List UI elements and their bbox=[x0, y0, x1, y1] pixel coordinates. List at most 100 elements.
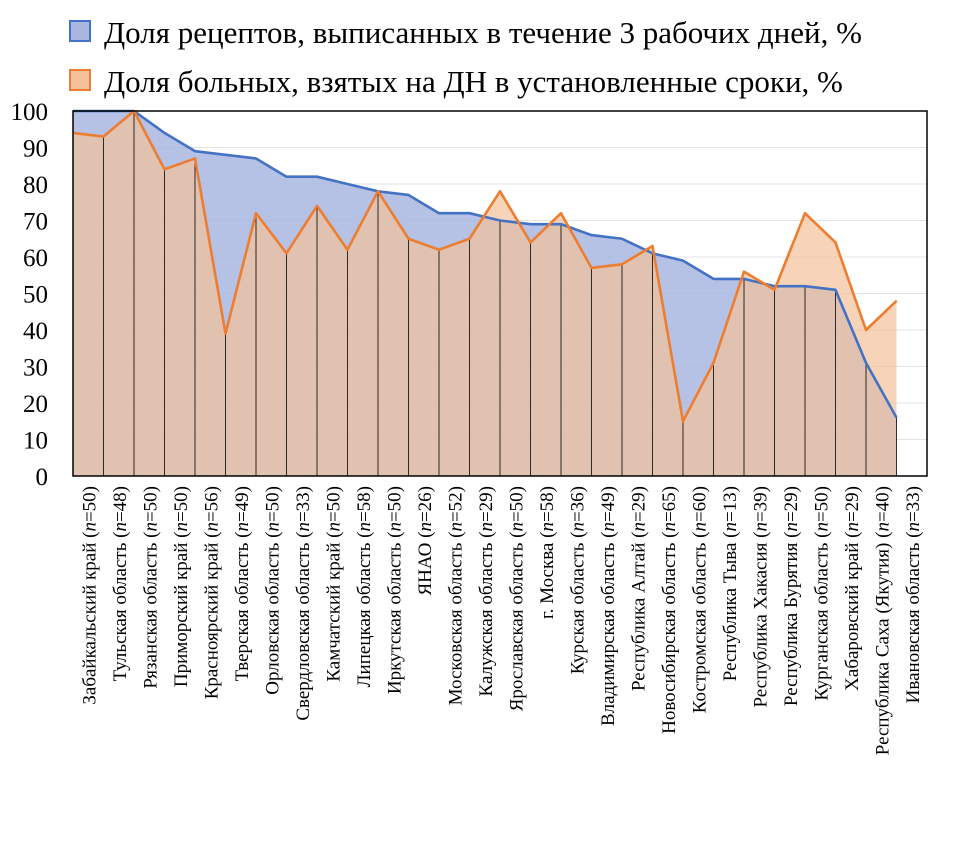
point-dispensary bbox=[652, 245, 653, 247]
y-tick-label: 30 bbox=[23, 355, 48, 382]
point-prescriptions bbox=[804, 285, 806, 287]
point-prescriptions bbox=[225, 154, 226, 156]
point-prescriptions bbox=[682, 260, 684, 262]
legend: Доля рецептов, выписанных в течение 3 ра… bbox=[69, 15, 862, 99]
y-tick-label: 40 bbox=[23, 318, 48, 345]
point-prescriptions bbox=[713, 278, 714, 280]
x-tick-label: Орловская область (n=50) bbox=[262, 486, 283, 695]
y-tick-label: 100 bbox=[11, 99, 49, 126]
point-prescriptions bbox=[408, 194, 409, 196]
point-prescriptions bbox=[194, 150, 196, 152]
x-tick-label: Камчатский край (n=50) bbox=[323, 486, 344, 682]
point-dispensary bbox=[743, 271, 745, 273]
x-tick-label: Иркутская область (n=50) bbox=[384, 486, 405, 694]
point-prescriptions bbox=[743, 278, 745, 280]
y-tick-label: 60 bbox=[23, 245, 48, 272]
point-dispensary bbox=[682, 420, 684, 422]
y-tick-label: 50 bbox=[23, 282, 48, 309]
x-tick-label: Рязанская область (n=50) bbox=[140, 486, 161, 689]
x-axis-ticks: Забайкальский край (n=50) Тульская област… bbox=[79, 486, 924, 755]
x-tick-label: Калужская область (n=29) bbox=[476, 486, 497, 696]
point-prescriptions bbox=[164, 132, 165, 134]
legend-label-dispensary: Доля больных, взятых на ДН в установленн… bbox=[104, 64, 843, 99]
point-dispensary bbox=[865, 329, 867, 331]
point-prescriptions bbox=[591, 234, 592, 236]
point-dispensary bbox=[194, 157, 196, 159]
x-tick-label: Хабаровский край (n=29) bbox=[842, 486, 863, 691]
x-tick-label: Республика Хакасия (n=39) bbox=[750, 486, 771, 708]
point-dispensary bbox=[164, 168, 165, 170]
point-dispensary bbox=[103, 136, 104, 138]
point-dispensary bbox=[438, 249, 440, 251]
x-tick-label: Красноярский край (n=56) bbox=[201, 486, 222, 699]
point-dispensary bbox=[377, 190, 379, 192]
x-tick-label: Тверская область (n=49) bbox=[232, 486, 253, 681]
point-dispensary bbox=[621, 263, 623, 265]
line-dispensary bbox=[72, 109, 898, 423]
x-tick-label: Ивановская область (n=33) bbox=[903, 486, 924, 703]
x-tick-label: Тульская область (n=48) bbox=[110, 486, 131, 681]
x-tick-label: Республика Тыва (n=13) bbox=[720, 486, 741, 681]
legend-swatch-dispensary bbox=[69, 69, 91, 91]
x-tick-label: Курганская область (n=50) bbox=[811, 486, 832, 701]
point-dispensary bbox=[896, 300, 897, 302]
x-tick-label: Республика Бурятия (n=29) bbox=[781, 486, 802, 706]
y-tick-label: 10 bbox=[23, 428, 48, 455]
point-prescriptions bbox=[255, 157, 257, 159]
x-tick-label: Республика Саха (Якутия) (n=40) bbox=[872, 486, 893, 755]
point-prescriptions bbox=[865, 362, 867, 364]
point-prescriptions bbox=[560, 223, 562, 225]
point-prescriptions bbox=[438, 212, 440, 214]
x-tick-label: г. Москва (n=58) bbox=[537, 486, 558, 619]
plot-frame bbox=[72, 110, 928, 477]
x-tick-label: Новосибирская область (n=65) bbox=[659, 486, 680, 734]
point-dispensary bbox=[316, 205, 318, 207]
y-tick-label: 90 bbox=[23, 136, 48, 163]
point-prescriptions bbox=[286, 176, 287, 178]
point-dispensary bbox=[469, 238, 470, 240]
x-tick-label: Владимирская область (n=49) bbox=[598, 486, 619, 726]
point-dispensary bbox=[804, 212, 806, 214]
legend-item-prescriptions: Доля рецептов, выписанных в течение 3 ра… bbox=[69, 15, 862, 50]
point-prescriptions bbox=[621, 238, 623, 240]
series-lines bbox=[72, 109, 898, 423]
point-prescriptions bbox=[896, 417, 897, 419]
x-tick-label: Московская область (n=52) bbox=[445, 486, 466, 705]
point-dispensary bbox=[347, 249, 348, 251]
area-dispensary bbox=[73, 111, 897, 476]
point-dispensary bbox=[591, 267, 592, 269]
y-tick-label: 0 bbox=[36, 464, 49, 491]
x-tick-label: Забайкальский край (n=50) bbox=[79, 486, 100, 705]
point-dispensary bbox=[225, 333, 226, 335]
x-tick-label: Костромская область (n=60) bbox=[689, 486, 710, 713]
x-tick-label: ЯНАО (n=26) bbox=[415, 486, 436, 596]
point-dispensary bbox=[560, 212, 562, 214]
category-dividers bbox=[103, 111, 897, 476]
point-dispensary bbox=[499, 190, 501, 192]
y-tick-label: 20 bbox=[23, 391, 48, 418]
point-prescriptions bbox=[835, 289, 836, 291]
point-dispensary bbox=[713, 362, 714, 364]
point-dispensary bbox=[530, 241, 531, 243]
legend-swatch-prescriptions bbox=[69, 20, 91, 42]
y-axis-ticks: 0 10 20 30 40 50 60 70 80 90 100 bbox=[11, 99, 49, 491]
point-dispensary bbox=[286, 252, 287, 254]
point-dispensary bbox=[408, 238, 409, 240]
point-dispensary bbox=[774, 289, 775, 291]
point-prescriptions bbox=[499, 220, 501, 221]
x-tick-label: Свердловская область (n=33) bbox=[293, 486, 314, 721]
point-dispensary bbox=[835, 241, 836, 243]
legend-label-prescriptions: Доля рецептов, выписанных в течение 3 ра… bbox=[104, 15, 862, 50]
point-prescriptions bbox=[469, 212, 470, 214]
plot-areas bbox=[73, 111, 897, 476]
x-tick-label: Липецкая область (n=58) bbox=[354, 486, 375, 687]
x-tick-label: Курская область (n=36) bbox=[567, 486, 588, 674]
point-prescriptions bbox=[347, 183, 348, 185]
y-tick-label: 70 bbox=[23, 209, 48, 236]
y-tick-label: 80 bbox=[23, 172, 48, 199]
x-tick-label: Республика Алтай (n=29) bbox=[628, 486, 649, 691]
x-tick-label: Ярославская область (n=50) bbox=[506, 486, 527, 711]
point-dispensary bbox=[255, 212, 257, 214]
legend-item-dispensary: Доля больных, взятых на ДН в установленн… bbox=[69, 64, 843, 99]
